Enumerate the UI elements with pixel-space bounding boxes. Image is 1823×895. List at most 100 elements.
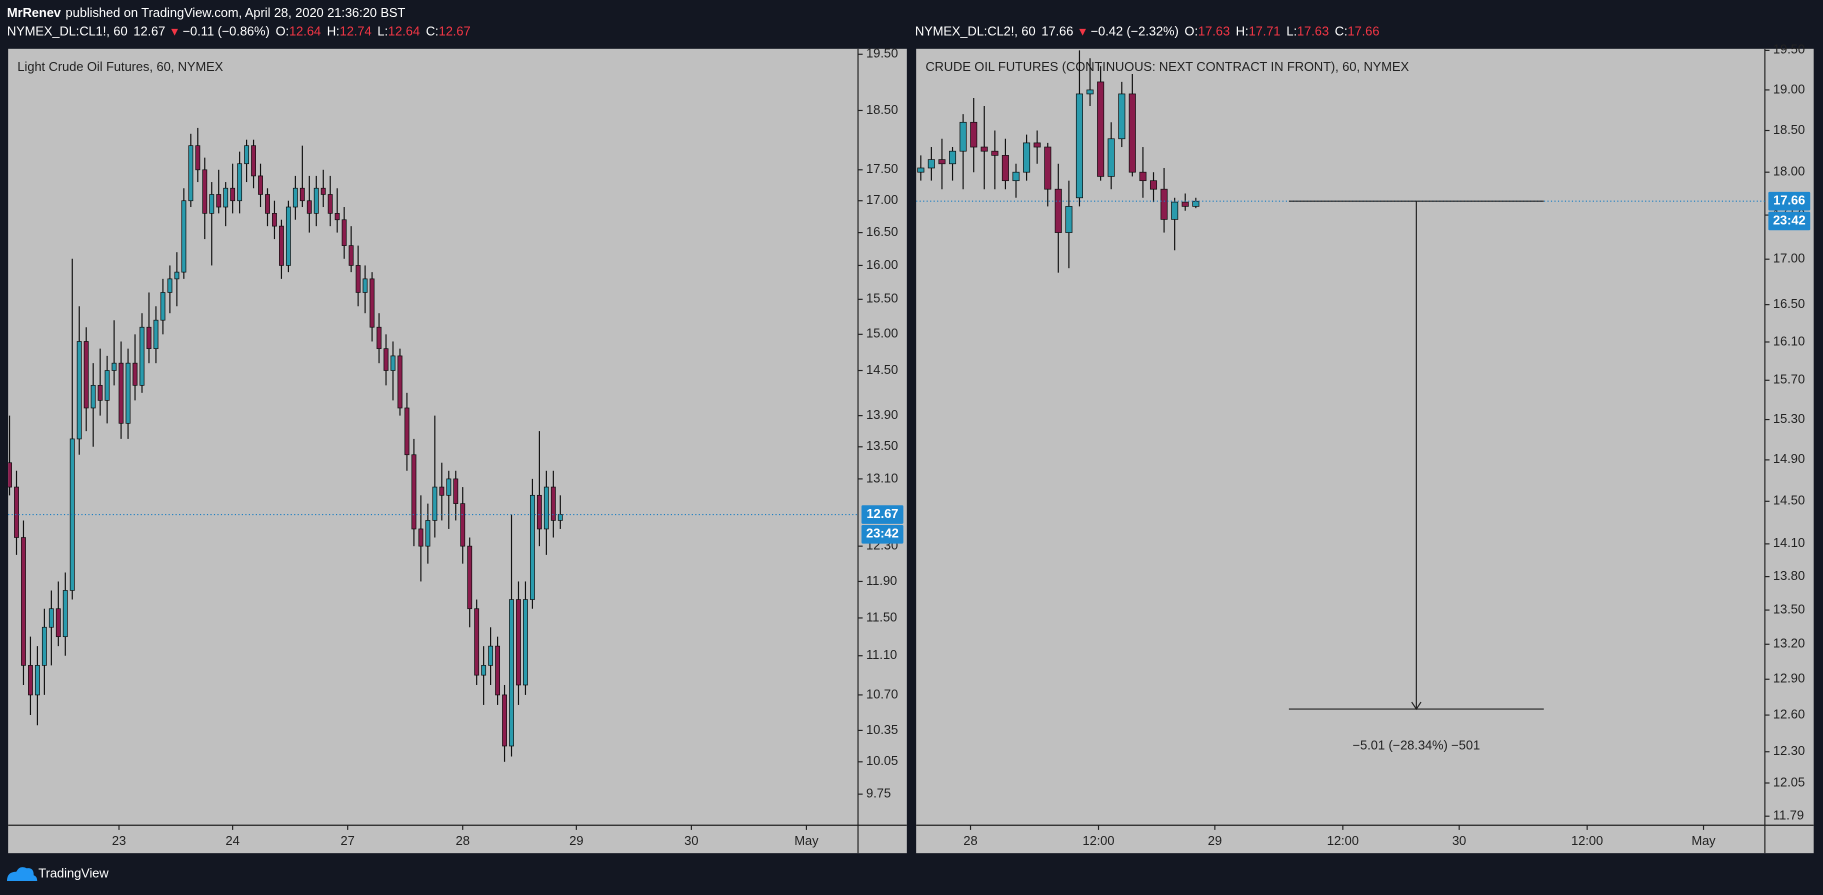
y-tick-label: 16.50 (1773, 296, 1805, 311)
candle-body (278, 225, 284, 266)
countdown-label: 23:42 (866, 526, 899, 541)
y-tick-label: 10.05 (866, 753, 898, 768)
candle-body (90, 384, 96, 409)
candle-body (181, 200, 187, 273)
candle-body (523, 599, 528, 686)
y-tick-label: 19.00 (1773, 81, 1805, 96)
candle-body (223, 187, 229, 208)
legend-symbol: NYMEX_DL:CL2!, 60 (915, 24, 1036, 39)
candle-body (516, 599, 521, 686)
candle-body (1044, 146, 1052, 190)
candle-body (439, 486, 445, 496)
candle-body (980, 146, 988, 152)
candle-body (327, 194, 333, 214)
candle-body (938, 159, 946, 165)
x-tick-label: 12:00 (1571, 833, 1603, 848)
candle-body (272, 213, 277, 227)
y-tick-label: 13.50 (866, 438, 898, 453)
y-tick-label: 14.10 (1773, 535, 1805, 550)
x-tick-label: May (1691, 833, 1716, 848)
candle-body (41, 626, 47, 666)
y-tick-label: 13.80 (1773, 568, 1805, 583)
y-tick-label: 10.35 (866, 722, 898, 737)
price-badge (861, 505, 904, 524)
y-tick-label: 17.00 (866, 192, 898, 207)
chart-title: CRUDE OIL FUTURES (CONTINUOUS: NEXT CONT… (925, 59, 1409, 74)
ohlc-value: 12.64 (289, 24, 321, 39)
measure-arrowhead (1411, 701, 1422, 711)
candle-body (139, 326, 145, 386)
y-tick-label: 15.30 (1773, 411, 1805, 426)
candle-body (132, 362, 138, 386)
candle-body (474, 608, 480, 676)
y-tick-label: 11.79 (1773, 808, 1804, 823)
candle-body (502, 694, 507, 747)
countdown-badge (1768, 211, 1811, 231)
legend-last: 12.67 (133, 24, 165, 39)
candle-body (111, 362, 117, 371)
candle-body (949, 150, 957, 165)
legend-symbol: NYMEX_DL:CL1!, 60 (7, 24, 128, 39)
candle-body (467, 545, 473, 610)
y-tick-label: 19.50 (1773, 42, 1805, 57)
y-tick-label: 9.75 (866, 786, 891, 801)
panel (8, 48, 907, 854)
x-tick-label: 30 (684, 833, 698, 848)
candle-body (550, 486, 556, 521)
y-tick-label: 18.00 (1773, 164, 1805, 179)
candle-body (320, 187, 326, 195)
ohlc-value: 12.74 (340, 24, 372, 39)
candle-body (69, 438, 75, 591)
candle-body (397, 355, 403, 409)
candle-body (34, 665, 40, 696)
candle-body (209, 194, 215, 214)
panel (916, 48, 1814, 854)
y-tick-label: 18.50 (1773, 122, 1805, 137)
x-tick-label: 29 (569, 833, 583, 848)
legend-arrow: ▼ (1077, 26, 1089, 39)
candle-body (362, 278, 368, 293)
candle-body (348, 245, 354, 266)
x-tick-label: 23 (112, 833, 126, 848)
candle-body (28, 665, 33, 696)
candle-body (118, 362, 124, 424)
candle-body (21, 537, 26, 666)
candle-body (425, 520, 431, 547)
candle-body (251, 145, 256, 177)
candle-body (285, 206, 291, 266)
author: MrRenev (7, 5, 62, 20)
y-tick-label: 17.50 (866, 161, 898, 176)
candle-body (188, 145, 194, 202)
ohlc-label: L: (377, 24, 388, 39)
x-tick-label: 28 (456, 833, 470, 848)
candle-body (488, 645, 494, 666)
candle-body (1075, 93, 1083, 199)
plot (917, 50, 1200, 273)
ohlc-label: C: (426, 24, 439, 39)
candle-body (334, 213, 340, 221)
candle-body (509, 599, 514, 747)
candle-body (481, 665, 487, 676)
candle-body (1128, 93, 1136, 173)
legend: NYMEX_DL:CL1!, 60 12.67 ▼ −0.11 (−0.86%) O:1… (7, 24, 471, 39)
y-tick-label: 14.90 (1773, 451, 1805, 466)
candle-body (446, 478, 452, 496)
candle-body (216, 194, 222, 208)
header: MrRenev published on TradingView.com, Apr… (7, 5, 406, 20)
legend-arrow: ▼ (169, 26, 181, 39)
candle-body (1181, 201, 1189, 207)
candle-body (1139, 171, 1147, 182)
y-tick-label: 17.00 (1773, 251, 1805, 266)
x-tick-label: May (794, 833, 819, 848)
y-tick-label: 11.10 (866, 647, 897, 662)
legend-last: 17.66 (1041, 24, 1073, 39)
y-tick-label: 14.50 (866, 362, 898, 377)
ohlc-label: H: (1236, 24, 1249, 39)
ohlc-label: C: (1335, 24, 1348, 39)
candle-body (460, 503, 466, 547)
y-tick-label: 15.70 (1773, 372, 1805, 387)
x-tick-label: 27 (341, 833, 355, 848)
candle-body (557, 514, 563, 521)
y-tick-label: 18.50 (866, 102, 898, 117)
